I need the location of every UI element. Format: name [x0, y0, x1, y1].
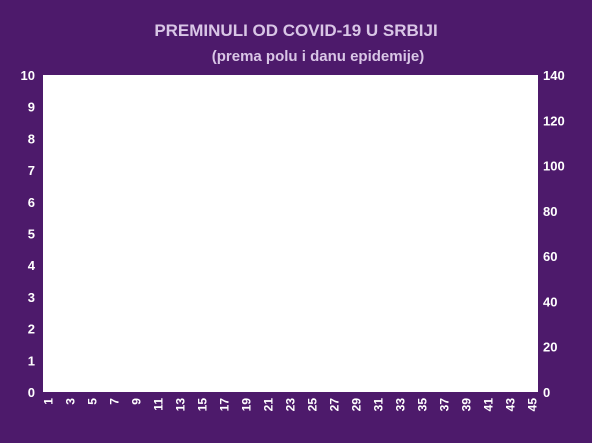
right-tick-label: 100: [543, 159, 565, 174]
left-tick-label: 10: [21, 68, 35, 83]
x-tick-label: 19: [240, 398, 254, 412]
x-tick-label: 25: [306, 398, 320, 412]
x-tick-label: 27: [328, 398, 342, 412]
x-tick-label: 1: [42, 398, 56, 405]
right-tick-label: 60: [543, 249, 557, 264]
right-tick-label: 20: [543, 340, 557, 355]
x-tick-label: 7: [108, 398, 122, 405]
left-tick-label: 8: [28, 131, 35, 146]
x-tick-label: 41: [482, 398, 496, 412]
x-tick-label: 3: [64, 398, 78, 405]
left-tick-label: 0: [28, 385, 35, 400]
x-tick-label: 31: [372, 398, 386, 412]
right-tick-label: 120: [543, 113, 565, 128]
x-tick-label: 35: [416, 398, 430, 412]
x-tick-label: 37: [438, 398, 452, 412]
left-tick-label: 3: [28, 290, 35, 305]
x-tick-label: 9: [130, 398, 144, 405]
x-tick-label: 23: [284, 398, 298, 412]
left-tick-label: 2: [28, 322, 35, 337]
x-tick-label: 11: [152, 398, 166, 411]
x-axis: 1 3 5 7 9 11 13 15 17 19 21 23 25 27 29 31 33 35 37 39 41 43 4…: [42, 398, 540, 412]
right-tick-label: 40: [543, 294, 557, 309]
left-tick-label: 4: [28, 258, 36, 273]
x-tick-label: 43: [504, 398, 518, 412]
chart-subtitle: (prema polu i danu epidemije): [212, 48, 425, 65]
x-tick-label: 15: [196, 398, 210, 412]
x-tick-label: 13: [174, 398, 188, 412]
right-tick-label: 140: [543, 68, 565, 83]
chart-title: PREMINULI OD COVID-19 U SRBIJI: [154, 21, 437, 40]
x-tick-label: 33: [394, 398, 408, 412]
left-tick-label: 7: [28, 163, 35, 178]
left-tick-label: 5: [28, 227, 35, 242]
x-tick-label: 39: [460, 398, 474, 412]
left-tick-label: 1: [28, 353, 35, 368]
left-axis: 0 1 2 3 4 5 6 7 8 9 10: [21, 68, 36, 400]
x-tick-label: 45: [526, 398, 540, 412]
x-tick-label: 29: [350, 398, 364, 412]
right-axis: 0 20 40 60 80 100 120 140: [543, 68, 565, 400]
left-tick-label: 9: [28, 100, 35, 115]
right-tick-label: 0: [543, 385, 550, 400]
x-tick-label: 21: [262, 398, 276, 412]
left-tick-label: 6: [28, 195, 35, 210]
x-tick-label: 5: [86, 398, 100, 405]
x-tick-label: 17: [218, 398, 232, 412]
right-tick-label: 80: [543, 204, 557, 219]
